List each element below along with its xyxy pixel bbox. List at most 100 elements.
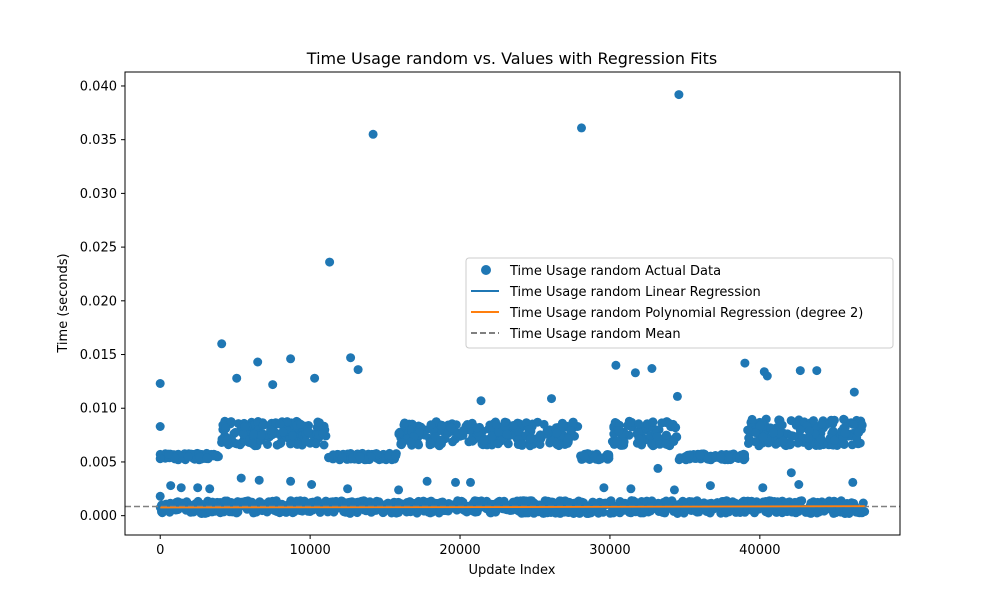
scatter-point [622, 505, 632, 515]
scatter-point [619, 437, 629, 447]
scatter-point [205, 484, 215, 494]
scatter-point [579, 451, 589, 461]
scatter-point [816, 434, 826, 444]
scatter-point [812, 366, 822, 376]
scatter-point [658, 507, 668, 517]
scatter-point [163, 449, 173, 459]
scatter-point [786, 416, 796, 426]
scatter-point [566, 425, 576, 435]
scatter-point [594, 508, 603, 518]
scatter-point [539, 419, 549, 429]
scatter-point [303, 427, 313, 437]
scatter-point [840, 428, 850, 438]
scatter-point [521, 418, 531, 428]
scatter-point [674, 90, 684, 100]
x-tick-label: 40000 [739, 543, 780, 558]
legend-box [465, 257, 894, 349]
scatter-point [804, 426, 814, 436]
scatter-point [394, 485, 404, 495]
scatter-point [254, 475, 264, 485]
scatter-point [525, 441, 535, 451]
scatter-point [669, 437, 679, 446]
scatter-point [599, 483, 609, 493]
scatter-point [195, 452, 205, 462]
scatter-point [345, 508, 355, 518]
scatter-point [778, 436, 788, 446]
scatter-point [202, 453, 212, 463]
y-tick-label: 0.020 [80, 294, 117, 309]
scatter-point [630, 368, 640, 378]
scatter-point [353, 365, 363, 375]
scatter-point [176, 452, 186, 462]
scatter-point [744, 439, 753, 448]
scatter-point [220, 496, 230, 506]
scatter-point [827, 416, 837, 426]
scatter-point [855, 438, 865, 448]
scatter-point [491, 507, 501, 517]
scatter-point [612, 436, 622, 446]
y-tick-label: 0.000 [80, 509, 117, 524]
x-axis-label: Update Index [468, 563, 555, 578]
scatter-point [785, 440, 795, 450]
scatter-point [288, 508, 298, 518]
scatter-point [685, 450, 694, 460]
scatter-point [366, 452, 376, 462]
scatter-point [627, 417, 637, 427]
scatter-point [596, 454, 605, 464]
scatter-point [264, 497, 274, 507]
scatter-point [830, 435, 839, 445]
scatter-point [217, 339, 227, 349]
plot-area [125, 90, 900, 518]
scatter-point [809, 416, 818, 426]
scatter-point [272, 440, 282, 450]
scatter-point [750, 428, 760, 438]
scatter-point [319, 440, 329, 450]
scatter-point [633, 427, 643, 437]
scatter-point [467, 436, 477, 446]
scatter-point [307, 480, 317, 489]
scatter-point [747, 414, 757, 424]
scatter-point [400, 418, 410, 428]
scatter-point [555, 496, 565, 506]
scatter-point [310, 373, 320, 383]
scatter-point [669, 485, 679, 495]
scatter-point [534, 432, 544, 442]
scatter-point [166, 481, 176, 491]
scatter-point [634, 434, 644, 444]
scatter-point [653, 463, 663, 473]
scatter-point [695, 450, 705, 460]
scatter-point [516, 439, 526, 449]
scatter-point [438, 500, 447, 510]
legend-label-scatter: Time Usage random Actual Data [509, 264, 721, 279]
scatter-point [705, 481, 715, 491]
scatter-point [391, 451, 401, 461]
scatter-point [268, 380, 278, 390]
scatter-point [691, 506, 700, 516]
scatter-point [176, 483, 186, 493]
scatter-point [292, 439, 302, 449]
scatter-point [230, 427, 240, 437]
scatter-point [479, 435, 489, 445]
scatter-point [487, 431, 497, 441]
scatter-point [828, 426, 838, 436]
y-tick-label: 0.025 [80, 241, 117, 256]
scatter-point [535, 440, 545, 449]
scatter-point [678, 496, 688, 506]
scatter-point [672, 391, 682, 401]
scatter-point [657, 418, 667, 428]
y-tick-label: 0.015 [80, 348, 117, 363]
scatter-point [266, 425, 276, 435]
scatter-point [324, 453, 334, 463]
scatter-point [258, 421, 268, 430]
scatter-point [795, 425, 805, 435]
scatter-point [634, 419, 644, 429]
scatter-point [817, 419, 827, 429]
scatter-point [222, 435, 232, 445]
scatter-point [413, 439, 423, 449]
scatter-point [383, 498, 393, 508]
scatter-point [286, 439, 295, 449]
scatter-point [674, 455, 684, 465]
scatter-point [568, 418, 578, 427]
y-tick-label: 0.035 [80, 133, 117, 148]
